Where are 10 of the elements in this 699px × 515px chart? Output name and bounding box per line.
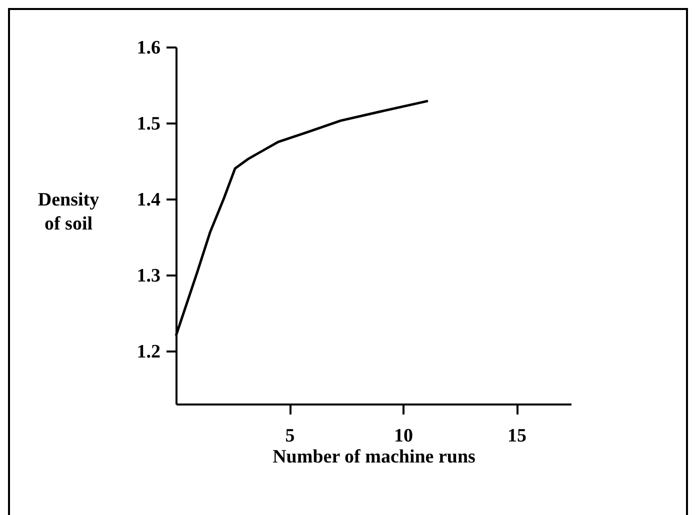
x-tick-label: 5 <box>285 426 295 446</box>
x-tick-label: 10 <box>394 426 414 446</box>
y-tick-label: 1.4 <box>136 189 161 210</box>
y-tick-label: 1.5 <box>136 113 160 134</box>
x-tick-label: 15 <box>508 426 527 446</box>
x-axis-title: Number of machine runs <box>272 446 476 468</box>
y-axis-title: Density of soil <box>38 190 100 234</box>
y-tick-label: 1.2 <box>136 341 160 362</box>
y-tick-label: 1.3 <box>136 265 160 286</box>
y-tick-label: 1.6 <box>136 38 160 58</box>
